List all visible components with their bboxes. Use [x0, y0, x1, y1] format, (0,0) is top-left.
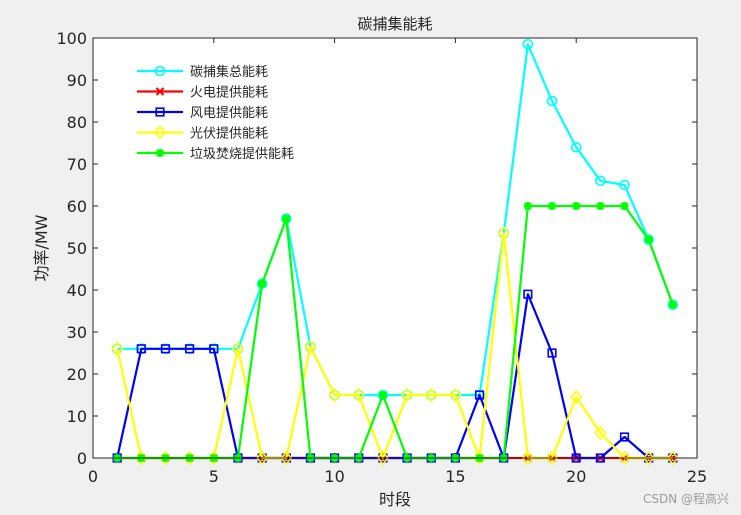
data-point: [570, 141, 582, 153]
y-axis-label: 功率/MW: [32, 214, 51, 281]
data-point: [153, 125, 167, 140]
data-point: [545, 450, 559, 466]
data-point: [111, 341, 124, 357]
y-tick-label: 60: [67, 197, 87, 216]
data-point: [352, 387, 365, 403]
data-point: [377, 389, 389, 401]
data-point: [282, 214, 291, 223]
y-tick-label: 10: [67, 407, 87, 426]
y-tick-label: 90: [67, 71, 87, 90]
data-point: [668, 300, 677, 309]
data-point: [209, 344, 219, 354]
x-tick-label: 10: [324, 467, 344, 486]
y-tick-label: 40: [67, 281, 87, 300]
legend-label: 光伏提供能耗: [190, 126, 268, 142]
legend-label: 垃圾焚烧提供能耗: [190, 146, 294, 162]
data-point: [548, 202, 557, 210]
data-point: [666, 450, 679, 466]
data-point: [304, 339, 317, 354]
data-point: [136, 344, 146, 354]
data-point: [258, 279, 267, 288]
data-point: [156, 149, 164, 157]
data-point: [280, 450, 293, 466]
data-point: [449, 387, 462, 403]
legend-entry: 垃圾焚烧提供能耗: [137, 146, 294, 162]
data-point: [474, 390, 485, 400]
data-point: [425, 387, 438, 403]
data-point: [619, 179, 630, 191]
data-point: [256, 450, 269, 466]
data-point: [595, 175, 606, 187]
data-point: [521, 450, 534, 466]
y-tick-label: 30: [67, 323, 87, 342]
x-tick-label: 15: [445, 467, 465, 486]
legend-entry: 碳捕集总能耗: [137, 64, 268, 80]
data-point: [160, 344, 171, 354]
data-point: [155, 107, 165, 117]
y-tick-label: 70: [67, 155, 87, 174]
plot-area: [93, 38, 697, 458]
y-tick-label: 0: [77, 449, 87, 468]
data-point: [497, 226, 510, 241]
y-tick-label: 50: [67, 239, 87, 258]
data-point: [594, 425, 607, 441]
data-point: [401, 387, 414, 403]
data-point: [546, 95, 558, 107]
y-tick-label: 20: [67, 365, 87, 384]
data-point: [618, 450, 631, 466]
y-tick-label: 100: [56, 29, 87, 48]
data-point: [523, 202, 532, 210]
data-point: [523, 289, 533, 299]
data-point: [376, 450, 389, 466]
data-point: [155, 87, 165, 96]
data-point: [378, 391, 387, 399]
x-tick-label: 25: [687, 467, 707, 486]
y-tick-label: 80: [67, 113, 87, 132]
legend-label: 风电提供能耗: [190, 105, 268, 121]
data-point: [522, 38, 534, 50]
data-point: [572, 202, 581, 210]
data-point: [619, 432, 630, 442]
chart-title: 碳捕集能耗: [357, 15, 432, 33]
x-tick-label: 20: [566, 467, 586, 486]
legend-entry: 光伏提供能耗: [137, 125, 268, 142]
data-point: [547, 348, 557, 358]
legend-label: 火电提供能耗: [190, 85, 268, 101]
x-tick-label: 5: [209, 467, 219, 486]
legend-entry: 火电提供能耗: [137, 85, 268, 101]
legend-entry: 风电提供能耗: [137, 105, 268, 121]
data-point: [231, 341, 245, 357]
axis-ticks: 0 5 10 15 20 25 0 10 20 30 40 50 60 70 80 90 100: [56, 29, 707, 486]
data-point: [154, 65, 166, 77]
data-point: [570, 389, 583, 405]
data-point: [620, 202, 629, 210]
legend-label: 碳捕集总能耗: [190, 64, 268, 80]
data-point: [328, 387, 341, 403]
data-point: [667, 299, 679, 311]
x-axis-label: 时段: [379, 490, 411, 509]
axes-box: [92, 37, 698, 459]
data-point: [644, 235, 653, 244]
x-tick-label: 0: [88, 467, 98, 486]
data-point: [185, 344, 195, 354]
data-point: [642, 450, 655, 466]
watermark: CSDN @程高兴: [642, 492, 729, 506]
data-point: [596, 202, 605, 210]
data-point: [643, 234, 654, 245]
